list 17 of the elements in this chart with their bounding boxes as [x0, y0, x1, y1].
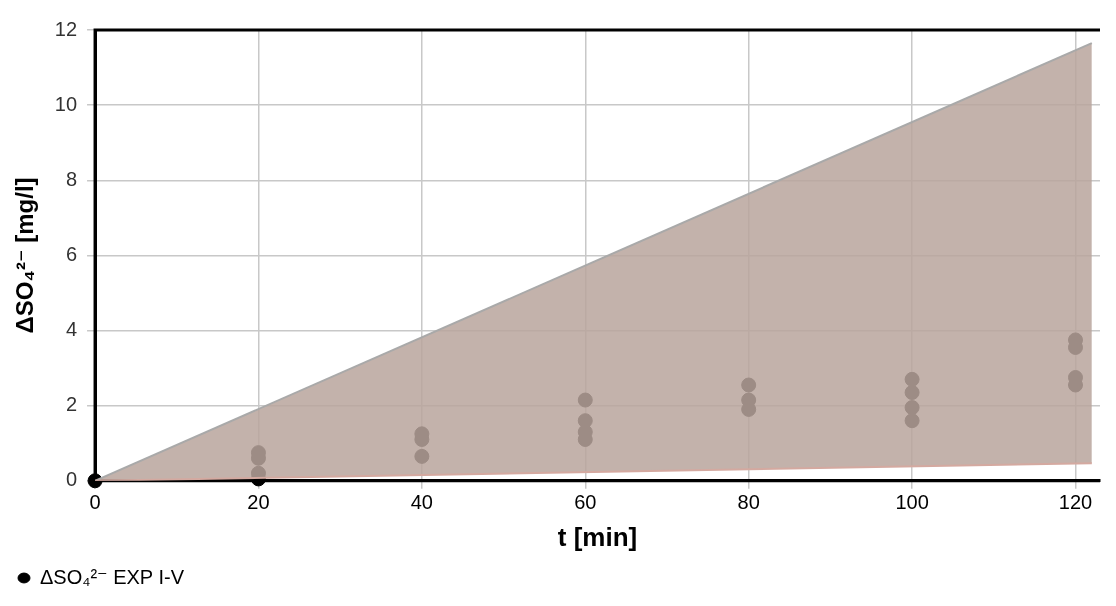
- x-tick-label: 100: [895, 491, 929, 514]
- y-tick-label: 10: [54, 92, 78, 115]
- x-tick-label: 80: [737, 491, 760, 514]
- x-axis-title: t [min]: [557, 521, 638, 552]
- legend-label: ΔSO₄²⁻ EXP I-V: [40, 565, 185, 588]
- x-tick-label: 40: [410, 491, 433, 514]
- y-tick-label: 0: [65, 468, 78, 491]
- y-axis-title: ΔSO₄²⁻ [mg/l]: [11, 177, 39, 334]
- y-tick-label: 12: [54, 17, 78, 40]
- x-tick-label: 60: [574, 491, 597, 514]
- y-tick-label: 6: [65, 242, 78, 265]
- x-tick-label: 0: [89, 491, 101, 514]
- y-tick-label: 4: [65, 318, 78, 341]
- x-tick-label: 20: [247, 491, 270, 514]
- y-tick-label: 8: [65, 167, 78, 190]
- y-tick-label: 2: [65, 393, 78, 416]
- x-tick-label: 120: [1058, 491, 1093, 514]
